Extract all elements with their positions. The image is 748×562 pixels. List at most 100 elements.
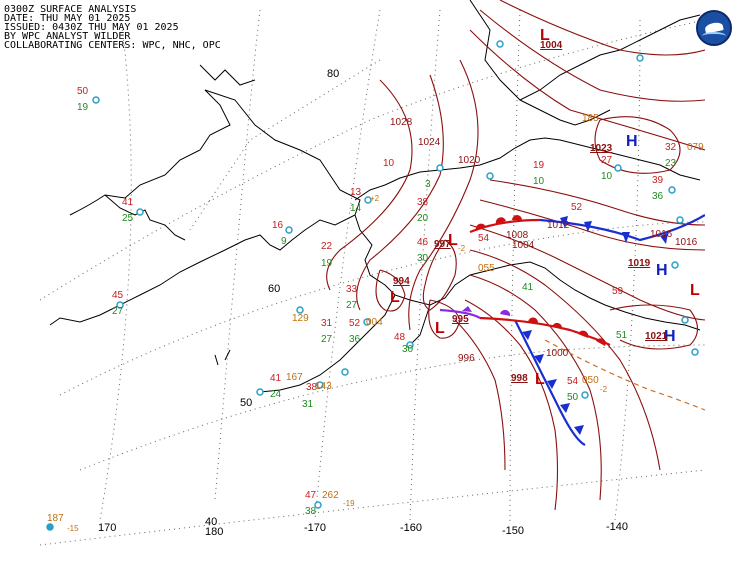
low-center-symbol: L: [448, 232, 458, 249]
isobar-north-1: [469, 29, 705, 151]
dewpoint-obs: 24: [270, 389, 282, 400]
lon-label: -140: [606, 521, 628, 533]
dewpoint-obs: 30: [402, 344, 414, 355]
dewpoint-obs: 36: [349, 334, 361, 345]
kamchatka-north: [104, 194, 186, 241]
alaska-north-coast: [354, 137, 701, 201]
dewpoint-obs: 20: [417, 213, 429, 224]
front-semicircle: [500, 309, 511, 316]
islands: [214, 349, 231, 366]
dewpoint-obs: 38: [305, 506, 317, 517]
temp-obs: 19: [533, 160, 545, 171]
temp-obs: 10: [383, 158, 395, 169]
dewpoint-obs: 27: [321, 334, 333, 345]
pressure-obs: 004: [366, 317, 383, 328]
station-circle: [676, 216, 684, 224]
station-circle: [92, 96, 100, 104]
station-circle: [681, 316, 689, 324]
pressure-obs: 050: [582, 375, 599, 386]
front-pip: [622, 232, 630, 243]
station-dewpoints: 19 25 27 9 19 14 3 10 23 36 10 30 20 27 …: [77, 102, 677, 517]
high-center-symbol: H: [656, 262, 668, 279]
station-circle: [691, 348, 699, 356]
cold-front-east: [539, 214, 705, 242]
pressure-obs: 167: [286, 372, 303, 383]
temp-obs: 38: [306, 382, 318, 393]
warm-front-north: [469, 218, 541, 234]
station-circle: [46, 523, 54, 531]
station-temperatures: 50 41 45 16 22 13 10 19 52 32 39 27 46 3…: [77, 86, 677, 501]
lon-label: 180: [205, 526, 223, 538]
low-center-symbol: L: [690, 282, 700, 299]
low-center-value: 997: [434, 239, 451, 250]
isobar-labels: 1028 1024 1020 1008 1012 1004 1000 996 1…: [390, 117, 698, 364]
isobar-1012: [479, 199, 705, 251]
pressure-obs: 262: [322, 490, 339, 501]
station-circle: [314, 501, 322, 509]
temp-obs: 22: [321, 241, 333, 252]
temp-obs: 54: [567, 376, 579, 387]
front-pip: [560, 216, 568, 228]
isobar-label: 1012: [547, 220, 570, 231]
low-center-value: 1004: [540, 40, 563, 51]
tendency-obs: -19: [343, 499, 355, 508]
pressure-obs: 079: [687, 142, 704, 153]
arctic-archipelago: [519, 99, 611, 126]
isobar-label: 1016: [675, 237, 698, 248]
temp-obs: 39: [652, 175, 664, 186]
header-centers: COLLABORATING CENTERS: WPC, NHC, OPC: [4, 40, 221, 51]
front-pip: [522, 330, 532, 340]
graticule-labels: 80 60 50 40 180 170 -170 -160 -150 -140: [98, 68, 628, 538]
isobar-high-1021-ring: [609, 304, 699, 350]
front-semicircle: [475, 223, 486, 231]
tendency-obs: -2: [600, 385, 608, 394]
low-center-symbol: L: [540, 27, 550, 44]
lat-line-40: [39, 469, 706, 546]
tendency-obs: -15: [67, 524, 79, 533]
lon-label: 170: [98, 522, 116, 534]
temp-obs: 32: [665, 142, 677, 153]
front-semicircle: [495, 217, 506, 224]
lon-line-m150: [509, 9, 521, 526]
warm-front-south: [479, 316, 611, 346]
temp-obs: 45: [112, 290, 124, 301]
dewpoint-obs: 31: [302, 399, 314, 410]
front-pip: [660, 233, 668, 244]
arctic-islands: [199, 64, 256, 86]
isobar-label: 996: [458, 353, 475, 364]
coastlines: [49, 0, 701, 393]
temp-obs: 41: [122, 197, 134, 208]
temp-obs: 27: [601, 155, 613, 166]
lon-label: -160: [400, 522, 422, 534]
lat-label: 40: [205, 516, 217, 528]
temp-obs: 16: [272, 220, 284, 231]
isobar-low-994-ring: [375, 269, 406, 312]
pressure-obs: 185: [582, 113, 599, 124]
isobar-996: [464, 299, 559, 511]
front-semicircle: [512, 215, 522, 220]
dewpoint-obs: 50: [567, 392, 579, 403]
dewpoint-obs: 9: [281, 236, 287, 247]
temp-obs: 59: [612, 286, 624, 297]
temp-obs: 52: [571, 202, 583, 213]
lon-label: -170: [304, 522, 326, 534]
front-pip: [584, 221, 592, 232]
isobar-1024: [356, 74, 444, 311]
isobars: [326, 0, 705, 511]
front-semicircle: [528, 317, 539, 323]
low-center-value: 995: [452, 314, 469, 325]
isobar-label: 1024: [418, 137, 441, 148]
lat-label: 60: [268, 283, 280, 295]
isobar-label: 1004: [512, 240, 535, 251]
station-circle: [364, 196, 372, 204]
header-analyst: BY WPC ANALYST WILDER: [4, 31, 131, 42]
station-circle: [341, 368, 349, 376]
pressure-obs: 129: [292, 313, 309, 324]
isobar-label: 1000: [546, 348, 569, 359]
isobar-1020: [408, 59, 479, 331]
station-circle: [406, 341, 414, 349]
header-title: 0300Z SURFACE ANALYSIS: [4, 4, 137, 15]
station-circle: [116, 301, 124, 309]
front-pip: [547, 379, 557, 389]
